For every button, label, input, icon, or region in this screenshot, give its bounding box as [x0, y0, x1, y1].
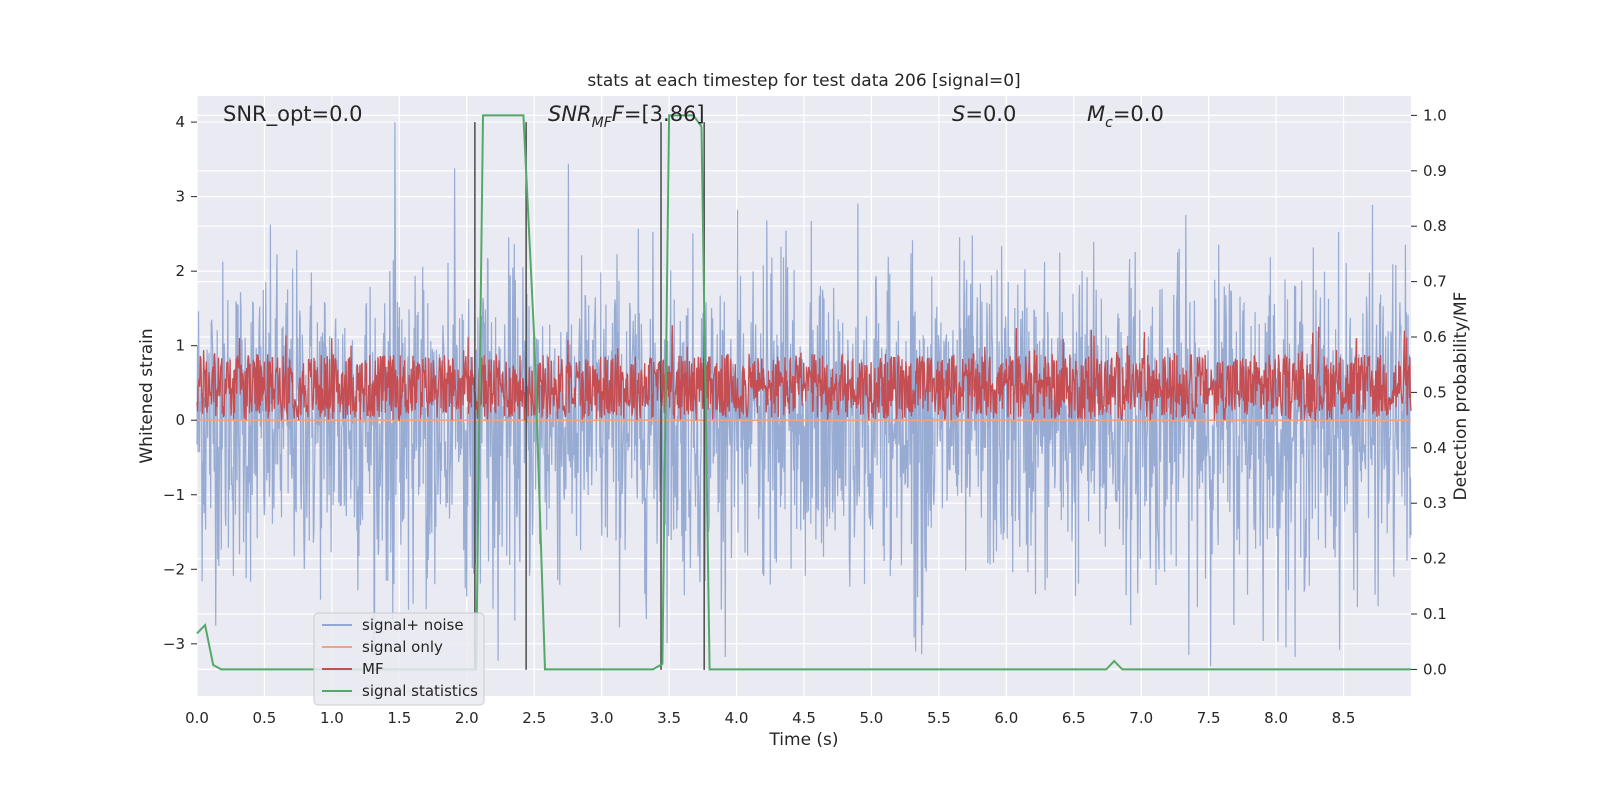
annotation-snr-opt: SNR_opt=0.0 [223, 102, 363, 127]
y-tick-label-left-7: 4 [175, 113, 185, 131]
series-signal-noise [196, 122, 1412, 667]
x-tick-label-12: 6.0 [994, 709, 1018, 727]
annotation-s-main: S [952, 102, 965, 126]
y-tick-label-right-3: 0.3 [1423, 494, 1447, 512]
y-axis-label-left: Whitened strain [137, 328, 157, 463]
x-tick-label-14: 7.0 [1129, 709, 1153, 727]
annotation-snr-mf-sub: MF [592, 115, 613, 131]
x-tick-label-10: 5.0 [860, 709, 884, 727]
legend-label-signal-noise: signal+ noise [362, 616, 464, 634]
annotation-snr-mf: SNRMFF=[3.86] [548, 102, 705, 131]
series-mf [196, 325, 1412, 422]
y-tick-label-left-5: 2 [175, 262, 185, 280]
annotation-snr-mf-f: F [612, 102, 625, 126]
x-axis-label: Time (s) [768, 730, 838, 750]
y-tick-label-left-2: −1 [163, 486, 185, 504]
x-tick-label-17: 8.5 [1332, 709, 1356, 727]
legend: signal+ noise signal only MF signal stat… [313, 612, 485, 706]
x-tick-label-1: 0.5 [253, 709, 277, 727]
x-tick-label-6: 3.0 [590, 709, 614, 727]
legend-label-signal-statistics: signal statistics [362, 682, 478, 700]
x-tick-label-5: 2.5 [522, 709, 546, 727]
x-tick-label-9: 4.5 [792, 709, 816, 727]
annotation-snr-mf-main: SNR [548, 102, 592, 126]
legend-label-mf: MF [362, 660, 384, 678]
y-tick-label-right-2: 0.2 [1423, 550, 1447, 568]
x-tick-label-15: 7.5 [1197, 709, 1221, 727]
y-tick-label-right-6: 0.6 [1423, 328, 1447, 346]
series-layer [196, 114, 1412, 671]
legend-box [313, 612, 485, 706]
x-tick-label-16: 8.0 [1264, 709, 1288, 727]
x-tick-label-2: 1.0 [320, 709, 344, 727]
y-tick-label-right-1: 0.1 [1423, 605, 1447, 623]
x-tick-label-11: 5.5 [927, 709, 951, 727]
x-tick-label-13: 6.5 [1062, 709, 1086, 727]
ticks: 0.0 0.5 1.0 1.5 2.0 2.5 3.0 3.5 4.0 4.5 5.0 5.5 6.0 6… [163, 106, 1447, 727]
y-tick-label-right-7: 0.7 [1423, 273, 1447, 291]
y-tick-label-left-1: −2 [163, 560, 185, 578]
annotation-mc-value: =0.0 [1113, 102, 1164, 126]
annotation-mc: Mc=0.0 [1087, 102, 1164, 131]
y-tick-label-left-4: 1 [175, 337, 185, 355]
legend-label-signal-only: signal only [362, 638, 443, 656]
y-tick-label-right-9: 0.9 [1423, 162, 1447, 180]
y-tick-label-right-10: 1.0 [1423, 106, 1447, 124]
y-tick-label-right-5: 0.5 [1423, 383, 1447, 401]
chart-title: stats at each timestep for test data 206… [587, 71, 1020, 91]
series-signal-statistics [196, 114, 1411, 671]
annotation-s-value: =0.0 [965, 102, 1016, 126]
x-tick-label-7: 3.5 [657, 709, 681, 727]
annotation-snr-mf-value: =[3.86] [624, 102, 705, 126]
annotation-s: S=0.0 [952, 102, 1016, 126]
annotation-mc-sub: c [1105, 115, 1113, 131]
y-tick-label-right-4: 0.4 [1423, 439, 1447, 457]
y-tick-label-right-0: 0.0 [1423, 660, 1447, 678]
x-tick-label-3: 1.5 [387, 709, 411, 727]
y-tick-label-left-0: −3 [163, 635, 185, 653]
y-axis-label-right: Detection probability/MF [1451, 292, 1471, 501]
x-tick-label-0: 0.0 [185, 709, 209, 727]
y-tick-label-right-8: 0.8 [1423, 217, 1447, 235]
annotation-mc-main: M [1087, 102, 1105, 126]
y-tick-label-left-3: 0 [175, 411, 185, 429]
x-tick-label-4: 2.0 [455, 709, 479, 727]
x-tick-label-8: 4.0 [725, 709, 749, 727]
y-tick-label-left-6: 3 [175, 188, 185, 206]
